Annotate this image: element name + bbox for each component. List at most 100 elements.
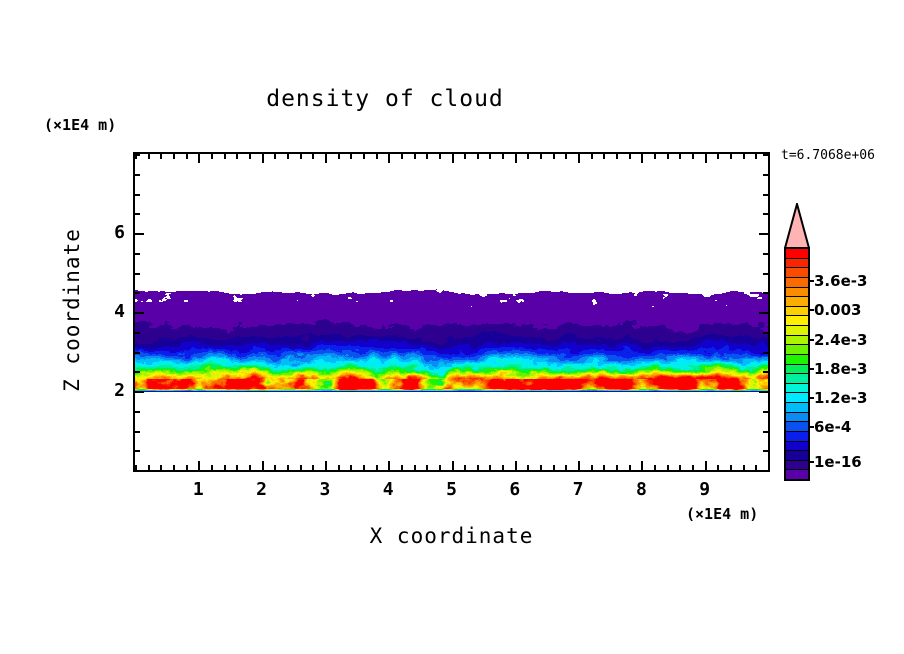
x-axis-tick-top [730,154,732,159]
x-axis-tick [363,465,365,470]
x-axis-tick-top [679,154,681,159]
x-axis-tick-label: 3 [319,479,331,500]
z-axis-tick-right [763,194,768,196]
colorbar-band [786,470,808,479]
x-axis-tick-label: 8 [635,479,647,500]
colorbar-ticklet [810,426,814,429]
x-axis-tick [338,465,340,470]
x-axis-tick [274,465,276,470]
x-axis-tick-top [262,154,264,163]
colorbar-ticklet [810,367,814,370]
x-axis-tick-top [705,154,707,163]
colorbar-band [786,306,808,317]
x-axis-tick [629,465,631,470]
z-axis-tick [135,332,140,334]
z-axis-units-label: (×1E4 m) [44,116,117,134]
x-axis-tick-top [312,154,314,159]
z-axis-tick-right [763,352,768,354]
x-axis-tick-label: 2 [256,479,268,500]
z-axis-tick [135,470,140,472]
z-axis-tick [135,411,140,413]
colorbar-tick-label: 0.003 [814,301,862,320]
x-axis-tick [300,465,302,470]
x-axis-tick-top [236,154,238,159]
x-axis-tick-top [135,154,137,159]
x-axis-title: X coordinate [369,524,534,548]
z-axis-tick [135,194,140,196]
z-axis-tick [135,273,140,275]
colorbar-tick-label: 6e-4 [814,418,852,437]
z-axis-tick [135,174,140,176]
z-axis-title: Z coordinate [60,228,84,392]
x-axis-tick [236,465,238,470]
x-axis-tick [198,461,200,470]
density-field-heatmap [135,154,768,470]
z-axis-tick-label: 2 [114,380,125,401]
colorbar-band [786,431,808,442]
x-axis-tick-top [540,154,542,159]
x-axis-tick-top [692,154,694,159]
x-axis-tick [603,465,605,470]
x-axis-tick-top [553,154,555,159]
x-axis-tick-top [464,154,466,159]
x-axis-tick [312,465,314,470]
x-axis-tick [262,461,264,470]
x-axis-tick [350,465,352,470]
x-axis-tick [692,465,694,470]
x-axis-tick-top [211,154,213,159]
colorbar-band [786,335,808,346]
z-axis-tick-label: 4 [114,301,125,322]
x-axis-tick [553,465,555,470]
colorbar-tick-label: 1.8e-3 [814,359,868,378]
z-axis-tick-right [763,174,768,176]
x-axis-tick [426,465,428,470]
x-axis-tick [477,465,479,470]
z-axis-tick [135,450,140,452]
x-axis-tick [515,461,517,470]
x-axis-tick [755,465,757,470]
x-axis-tick-top [616,154,618,159]
x-axis-tick-top [565,154,567,159]
x-axis-tick [705,461,707,470]
x-axis-tick-top [717,154,719,159]
colorbar-band [786,364,808,375]
x-axis-tick-top [198,154,200,163]
x-axis-tick-top [641,154,643,163]
x-axis-tick-label: 7 [572,479,584,500]
z-axis-tick [135,371,140,373]
x-axis-tick [376,465,378,470]
x-axis-tick-label: 5 [446,479,457,500]
x-axis-tick-top [452,154,454,163]
z-axis-tick-right [763,450,768,452]
z-axis-tick-right [763,470,768,472]
x-axis-tick [502,465,504,470]
x-axis-tick [211,465,213,470]
x-axis-tick [679,465,681,470]
x-axis-tick-label: 9 [699,479,711,500]
x-axis-tick [148,465,150,470]
colorbar-ticklet [810,309,814,312]
x-axis-tick [186,465,188,470]
colorbar-band [786,316,808,326]
x-axis-tick-top [401,154,403,159]
x-axis-tick-top [224,154,226,159]
z-axis-tick-right [763,273,768,275]
x-axis-tick-top [654,154,656,159]
colorbar-tick-label: 1.2e-3 [814,389,868,408]
colorbar-band [786,345,808,355]
time-annotation: t=6.7068e+06 [781,148,875,163]
x-axis-tick [743,465,745,470]
colorbar-band [786,249,808,259]
x-axis-tick [287,465,289,470]
colorbar-tick-label: 1e-16 [814,452,862,471]
x-axis-tick [641,461,643,470]
x-axis-tick-top [148,154,150,159]
z-axis-tick [135,154,140,156]
x-axis-tick [135,465,137,470]
x-axis-tick-top [629,154,631,159]
colorbar-band [786,374,808,384]
colorbar-overflow-arrow-icon [784,203,810,249]
colorbar: 3.6e-3 0.003 2.4e-3 1.8e-3 1.2e-3 6e-4 1e-16 [784,203,867,481]
page-title: density of cloud [266,86,504,112]
x-axis-tick-top [249,154,251,159]
